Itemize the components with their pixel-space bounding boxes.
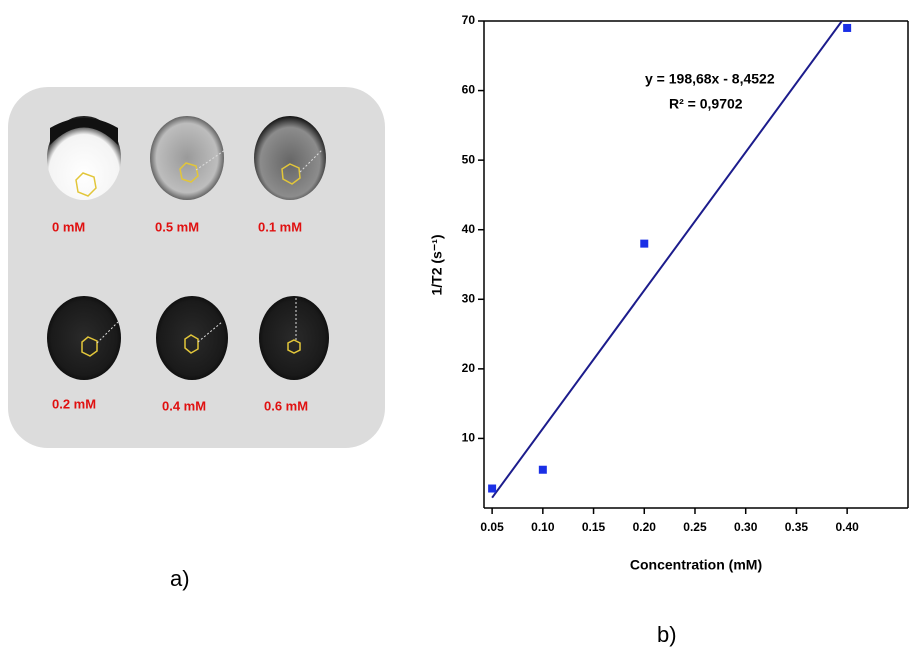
sample-label: 0.4 mM: [162, 398, 206, 413]
profile-line: [197, 321, 223, 343]
roi-outline: [287, 339, 301, 354]
panel-a: 0 mM 0.5 mM 0.1 mM 0.2 mM 0.4 mM 0.6 mM …: [8, 87, 385, 591]
plot-area: [491, 21, 844, 499]
sample-label: 0.6 mM: [264, 398, 308, 413]
profile-line: [299, 149, 323, 173]
data-point: [538, 465, 547, 474]
x-tick-label: 0.10: [531, 520, 555, 534]
x-tick-label: 0.35: [785, 520, 809, 534]
sample-label: 0.1 mM: [258, 219, 302, 234]
fit-line: [491, 21, 844, 499]
roi-outline: [184, 334, 199, 354]
x-tick-label: 0.15: [582, 520, 606, 534]
y-tick-label: 20: [462, 361, 476, 375]
x-tick-label: 0.40: [835, 520, 859, 534]
x-tick-label: 0.30: [734, 520, 758, 534]
equation: y = 198,68x - 8,4522: [645, 71, 775, 87]
sample-label: 0.2 mM: [52, 396, 96, 411]
mri-image: [254, 116, 326, 200]
mri-image: [259, 296, 329, 380]
profile-line: [195, 149, 226, 171]
r-squared: R² = 0,9702: [669, 96, 743, 112]
data-point: [843, 23, 852, 32]
x-tick-label: 0.20: [633, 520, 657, 534]
mri-image: [156, 296, 228, 380]
y-tick-label: 30: [462, 291, 476, 305]
sample-label: 0.5 mM: [155, 219, 199, 234]
mri-image: [150, 116, 224, 200]
sample-label: 0 mM: [52, 219, 85, 234]
x-axis-title: Concentration (mM): [630, 557, 762, 573]
mri-image: [47, 116, 121, 200]
roi-outline: [179, 162, 199, 183]
panel-label: b): [657, 622, 677, 647]
y-tick-label: 40: [462, 222, 476, 236]
y-tick-label: 50: [462, 152, 476, 166]
data-point: [488, 484, 497, 493]
mri-image: [50, 118, 118, 145]
x-tick-label: 0.25: [683, 520, 707, 534]
mri-image: [47, 296, 121, 380]
panel-label: a): [170, 566, 190, 591]
roi-outline: [75, 172, 97, 197]
roi-outline: [281, 163, 301, 185]
y-tick-label: 60: [462, 83, 476, 97]
x-tick-label: 0.05: [480, 520, 504, 534]
y-tick-label: 70: [462, 13, 476, 27]
y-tick-label: 10: [462, 431, 476, 445]
roi-outline: [81, 336, 98, 357]
data-point: [640, 239, 649, 248]
y-axis-title: 1/T2 (s⁻¹): [429, 234, 445, 295]
profile-line: [96, 321, 119, 344]
